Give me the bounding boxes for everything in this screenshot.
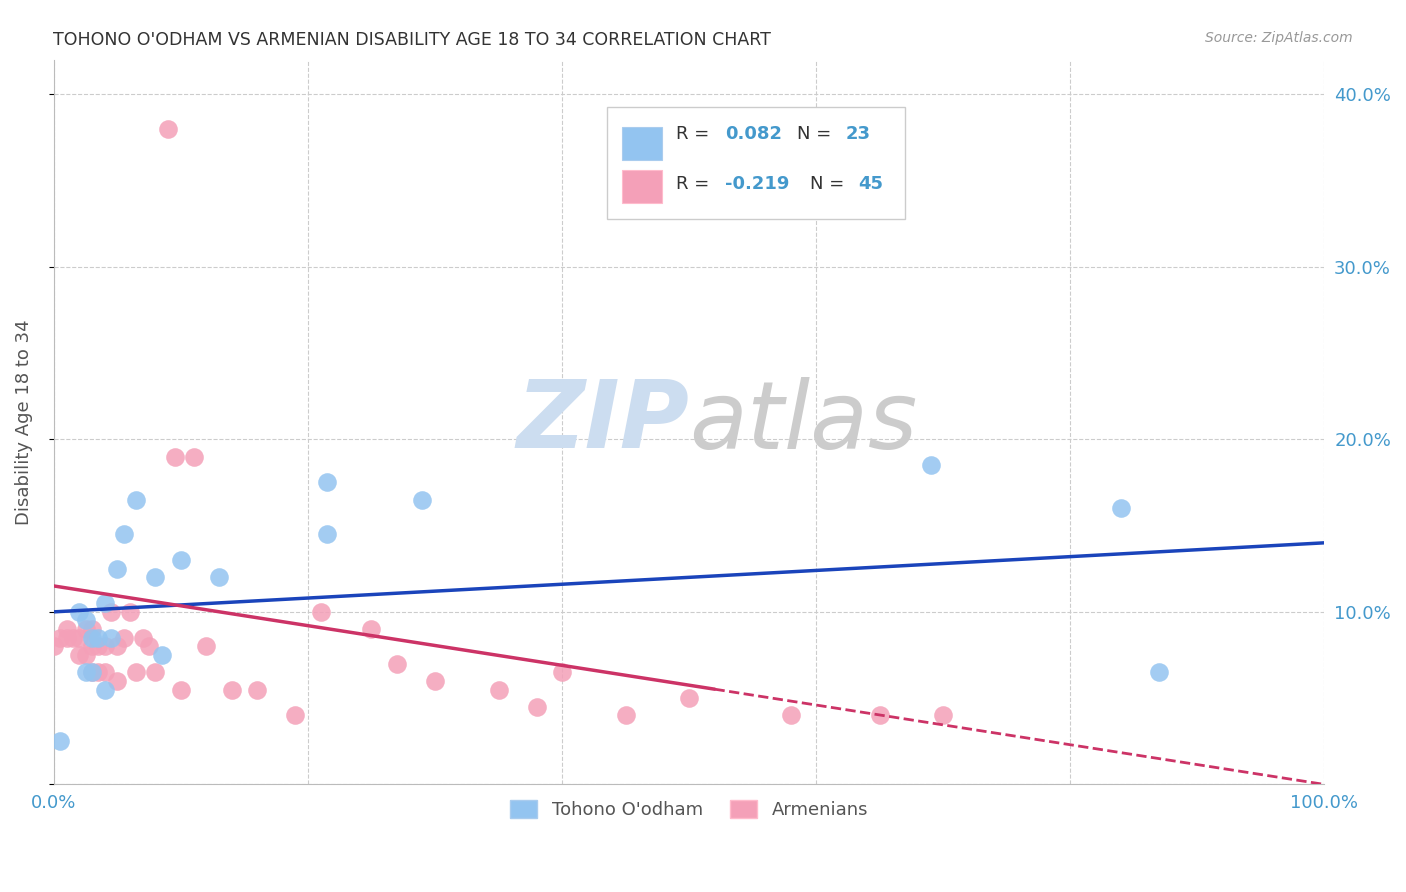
Point xyxy=(80,631,103,645)
Point xyxy=(163,450,186,464)
Point xyxy=(1109,501,1132,516)
Point xyxy=(105,640,128,654)
Point xyxy=(1147,665,1170,680)
Point xyxy=(49,734,72,748)
Point xyxy=(411,492,433,507)
Point xyxy=(87,640,110,654)
Point xyxy=(87,631,110,645)
Point xyxy=(423,673,446,688)
Point xyxy=(526,699,548,714)
Point xyxy=(385,657,408,671)
Point xyxy=(75,665,97,680)
Point xyxy=(195,640,218,654)
Point xyxy=(67,648,90,662)
Point xyxy=(125,665,148,680)
Point xyxy=(93,682,115,697)
Text: atlas: atlas xyxy=(689,376,917,467)
FancyBboxPatch shape xyxy=(621,170,662,203)
Point xyxy=(112,527,135,541)
Point xyxy=(80,665,103,680)
Point xyxy=(80,665,103,680)
Point xyxy=(360,622,382,636)
FancyBboxPatch shape xyxy=(606,107,905,219)
Point xyxy=(170,553,193,567)
Point xyxy=(67,605,90,619)
Point xyxy=(309,605,332,619)
Point xyxy=(55,631,77,645)
Point xyxy=(125,492,148,507)
Point xyxy=(112,631,135,645)
Text: -0.219: -0.219 xyxy=(724,175,789,194)
Point xyxy=(105,673,128,688)
Y-axis label: Disability Age 18 to 34: Disability Age 18 to 34 xyxy=(15,319,32,524)
Point xyxy=(132,631,155,645)
Point xyxy=(105,562,128,576)
FancyBboxPatch shape xyxy=(621,127,662,160)
Point xyxy=(170,682,193,697)
Point xyxy=(208,570,231,584)
Point xyxy=(120,605,142,619)
Point xyxy=(42,640,65,654)
Text: 45: 45 xyxy=(858,175,883,194)
Point xyxy=(551,665,574,680)
Text: 0.082: 0.082 xyxy=(724,125,782,143)
Text: Source: ZipAtlas.com: Source: ZipAtlas.com xyxy=(1205,31,1353,45)
Point xyxy=(93,640,115,654)
Point xyxy=(488,682,510,697)
Point xyxy=(80,622,103,636)
Point xyxy=(932,708,955,723)
Point xyxy=(316,527,339,541)
Point xyxy=(869,708,891,723)
Text: 23: 23 xyxy=(845,125,870,143)
Point xyxy=(67,631,90,645)
Text: N =: N = xyxy=(797,125,837,143)
Point xyxy=(157,121,180,136)
Point xyxy=(221,682,243,697)
Point xyxy=(75,622,97,636)
Point xyxy=(246,682,269,697)
Point xyxy=(62,631,84,645)
Point xyxy=(678,691,700,706)
Point xyxy=(87,665,110,680)
Point xyxy=(55,622,77,636)
Legend: Tohono O'odham, Armenians: Tohono O'odham, Armenians xyxy=(503,792,875,826)
Point xyxy=(183,450,205,464)
Text: ZIP: ZIP xyxy=(516,376,689,468)
Point xyxy=(284,708,307,723)
Point xyxy=(614,708,637,723)
Point xyxy=(316,475,339,490)
Point xyxy=(145,570,167,584)
Point xyxy=(93,596,115,610)
Point xyxy=(93,665,115,680)
Point xyxy=(920,458,942,472)
Point xyxy=(100,605,122,619)
Point xyxy=(100,631,122,645)
Text: N =: N = xyxy=(810,175,849,194)
Point xyxy=(75,648,97,662)
Point xyxy=(145,665,167,680)
Point xyxy=(779,708,801,723)
Text: R =: R = xyxy=(676,175,716,194)
Point xyxy=(80,640,103,654)
Point xyxy=(75,614,97,628)
Point xyxy=(138,640,160,654)
Point xyxy=(49,631,72,645)
Text: TOHONO O'ODHAM VS ARMENIAN DISABILITY AGE 18 TO 34 CORRELATION CHART: TOHONO O'ODHAM VS ARMENIAN DISABILITY AG… xyxy=(53,31,772,49)
Text: R =: R = xyxy=(676,125,716,143)
Point xyxy=(150,648,173,662)
